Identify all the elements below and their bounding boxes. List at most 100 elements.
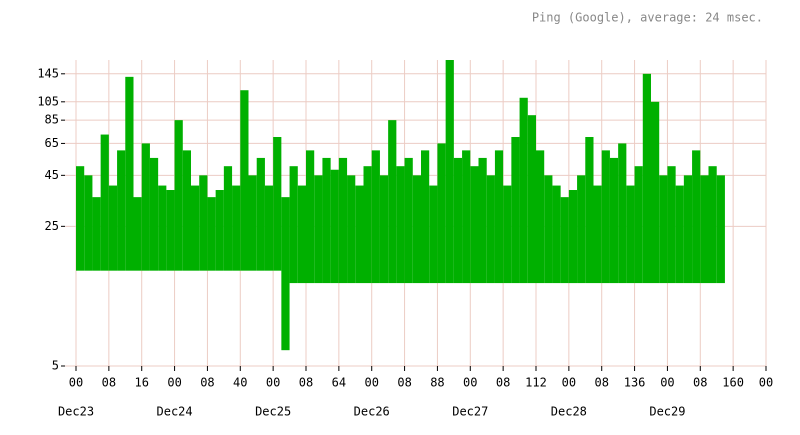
ping-range bbox=[338, 157, 348, 284]
ping-range bbox=[191, 185, 200, 271]
x-tick-label: 08 bbox=[397, 376, 411, 390]
ping-range bbox=[388, 120, 397, 284]
y-tick-label: 105 bbox=[37, 94, 59, 108]
ping-range bbox=[379, 175, 389, 284]
ping-range bbox=[297, 185, 306, 284]
y-tick-label: 25 bbox=[45, 219, 59, 233]
ping-range bbox=[667, 166, 676, 284]
ping-range bbox=[100, 134, 109, 271]
ping-range bbox=[117, 150, 126, 271]
ping-range bbox=[141, 143, 150, 271]
ping-range bbox=[626, 185, 635, 284]
x-tick-label: 08 bbox=[496, 376, 510, 390]
y-tick-label: 65 bbox=[45, 136, 59, 150]
ping-range bbox=[659, 175, 668, 284]
ping-range bbox=[692, 150, 701, 284]
x-tick-label: 64 bbox=[332, 376, 346, 390]
ping-range bbox=[240, 90, 249, 271]
ping-range bbox=[347, 175, 356, 284]
x-tick-label: 00 bbox=[266, 376, 280, 390]
ping-range bbox=[322, 157, 331, 284]
ping-range bbox=[215, 190, 224, 271]
ping-range bbox=[478, 157, 487, 284]
x-tick-label: 00 bbox=[364, 376, 378, 390]
x-date-label: Dec29 bbox=[649, 405, 685, 419]
x-tick-label: 112 bbox=[525, 376, 547, 390]
ping-range bbox=[552, 185, 561, 284]
ping-range bbox=[108, 185, 118, 271]
ping-range bbox=[494, 150, 504, 284]
x-date-label: Dec28 bbox=[551, 405, 587, 419]
ping-range bbox=[256, 157, 265, 271]
ping-range bbox=[560, 197, 569, 284]
x-tick-label: 00 bbox=[660, 376, 674, 390]
ping-range bbox=[133, 197, 142, 271]
ping-range bbox=[601, 150, 610, 284]
x-tick-label: 00 bbox=[562, 376, 576, 390]
ping-range bbox=[453, 157, 463, 284]
ping-range bbox=[125, 76, 134, 271]
y-tick-label: 45 bbox=[45, 168, 59, 182]
ping-range bbox=[642, 73, 651, 284]
ping-range bbox=[223, 166, 233, 271]
y-tick-label: 145 bbox=[37, 66, 59, 80]
ping-range bbox=[355, 185, 364, 284]
ping-range bbox=[462, 150, 471, 284]
ping-range bbox=[503, 185, 512, 284]
ping-range bbox=[519, 97, 528, 284]
ping-range bbox=[585, 136, 594, 284]
ping-range bbox=[511, 136, 520, 284]
ping-range bbox=[273, 136, 282, 271]
x-tick-label: 16 bbox=[134, 376, 148, 390]
ping-range bbox=[166, 190, 175, 271]
ping-range bbox=[92, 197, 101, 271]
x-tick-label: 40 bbox=[233, 376, 247, 390]
ping-range bbox=[84, 175, 93, 271]
ping-range bbox=[182, 150, 191, 271]
ping-range bbox=[281, 197, 290, 351]
x-tick-label: 08 bbox=[594, 376, 608, 390]
ping-range bbox=[76, 166, 85, 271]
x-tick-label: 08 bbox=[299, 376, 313, 390]
ping-range bbox=[421, 150, 430, 284]
ping-range bbox=[445, 60, 454, 284]
x-tick-label: 00 bbox=[167, 376, 181, 390]
x-tick-label: 08 bbox=[102, 376, 116, 390]
ping-range bbox=[232, 185, 241, 271]
x-tick-label: 136 bbox=[624, 376, 646, 390]
x-tick-label: 00 bbox=[69, 376, 83, 390]
x-tick-label: 88 bbox=[430, 376, 444, 390]
ping-range bbox=[149, 157, 159, 271]
y-tick-label: 85 bbox=[45, 113, 59, 127]
ping-range bbox=[675, 185, 684, 284]
ping-range bbox=[264, 185, 274, 271]
ping-range bbox=[396, 166, 405, 284]
ping-range bbox=[486, 175, 495, 284]
ping-range bbox=[199, 175, 208, 271]
x-tick-label: 00 bbox=[463, 376, 477, 390]
ping-range bbox=[248, 175, 257, 271]
x-tick-label: 00 bbox=[759, 376, 773, 390]
ping-range bbox=[470, 166, 479, 284]
ping-range bbox=[577, 175, 586, 284]
ping-range bbox=[437, 143, 446, 284]
x-tick-label: 08 bbox=[200, 376, 214, 390]
x-date-label: Dec25 bbox=[255, 405, 291, 419]
ping-range bbox=[429, 185, 438, 284]
x-tick-label: 08 bbox=[693, 376, 707, 390]
x-date-label: Dec27 bbox=[452, 405, 488, 419]
x-date-label: Dec24 bbox=[157, 405, 193, 419]
ping-range bbox=[412, 175, 421, 284]
ping-range bbox=[544, 175, 553, 284]
ping-range bbox=[404, 157, 413, 284]
ping-range bbox=[536, 150, 545, 284]
ping-range bbox=[289, 166, 298, 284]
chart-title: Ping (Google), average: 24 msec. bbox=[532, 11, 763, 25]
ping-range bbox=[700, 175, 709, 284]
y-tick-label: 5 bbox=[52, 359, 59, 373]
ping-range bbox=[174, 120, 183, 271]
ping-range bbox=[314, 175, 323, 284]
ping-range bbox=[363, 166, 372, 284]
ping-range bbox=[527, 115, 536, 284]
